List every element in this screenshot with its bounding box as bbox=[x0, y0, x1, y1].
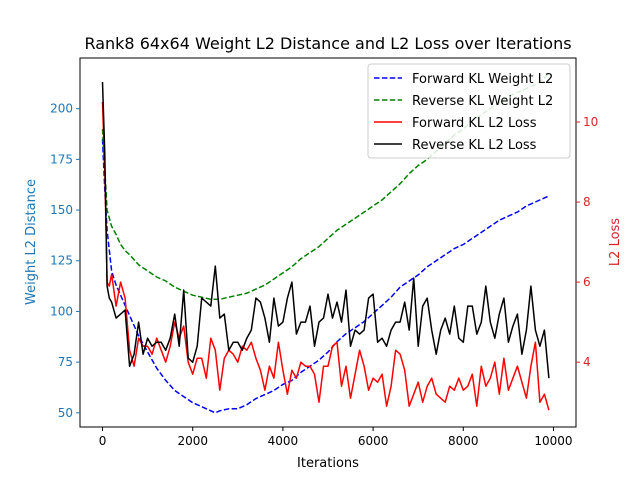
y-axis-left-label: Weight L2 Distance bbox=[24, 179, 39, 305]
chart-title: Rank8 64x64 Weight L2 Distance and L2 Lo… bbox=[84, 34, 571, 53]
y-right-tick-label: 6 bbox=[583, 275, 591, 289]
series-line-reverse-kl-l2-loss bbox=[101, 81, 550, 379]
y-left-tick-label: 50 bbox=[58, 406, 73, 420]
x-tick-label: 8000 bbox=[448, 434, 479, 448]
x-tick-label: 4000 bbox=[268, 434, 299, 448]
y-left-tick-label: 125 bbox=[50, 254, 73, 268]
y-left-tick-label: 175 bbox=[50, 152, 73, 166]
plot-frame bbox=[79, 57, 577, 428]
legend-label: Forward KL Weight L2 bbox=[412, 72, 553, 87]
legend-label: Reverse KL Weight L2 bbox=[412, 94, 553, 109]
series-line-forward-kl-l2-loss bbox=[101, 101, 550, 411]
y-right-tick-label: 8 bbox=[583, 195, 591, 209]
legend: Forward KL Weight L2 Reverse KL Weight L2… bbox=[367, 63, 571, 159]
x-tick-label: 10000 bbox=[534, 434, 572, 448]
y-left-tick-label: 75 bbox=[58, 355, 73, 369]
y-axis-right-label: L2 Loss bbox=[608, 218, 623, 266]
y-axis-right: 4 6 8 10 bbox=[576, 115, 598, 369]
legend-box bbox=[367, 63, 571, 159]
legend-label: Reverse KL L2 Loss bbox=[412, 138, 537, 153]
y-right-tick-label: 4 bbox=[583, 355, 591, 369]
y-left-tick-label: 200 bbox=[50, 102, 73, 116]
y-left-tick-label: 150 bbox=[50, 203, 73, 217]
x-tick-label: 2000 bbox=[177, 434, 208, 448]
x-tick-label: 6000 bbox=[358, 434, 389, 448]
x-axis: 0 2000 4000 6000 8000 10000 bbox=[99, 427, 573, 448]
y-right-tick-label: 10 bbox=[583, 115, 598, 129]
series-line-forward-kl-weight-l2 bbox=[101, 139, 550, 414]
y-axis-left: 50 75 100 125 150 175 200 bbox=[50, 102, 80, 420]
x-tick-label: 0 bbox=[99, 434, 107, 448]
x-axis-label: Iterations bbox=[297, 456, 359, 471]
legend-label: Forward KL L2 Loss bbox=[412, 116, 537, 131]
y-left-tick-label: 100 bbox=[50, 304, 73, 318]
